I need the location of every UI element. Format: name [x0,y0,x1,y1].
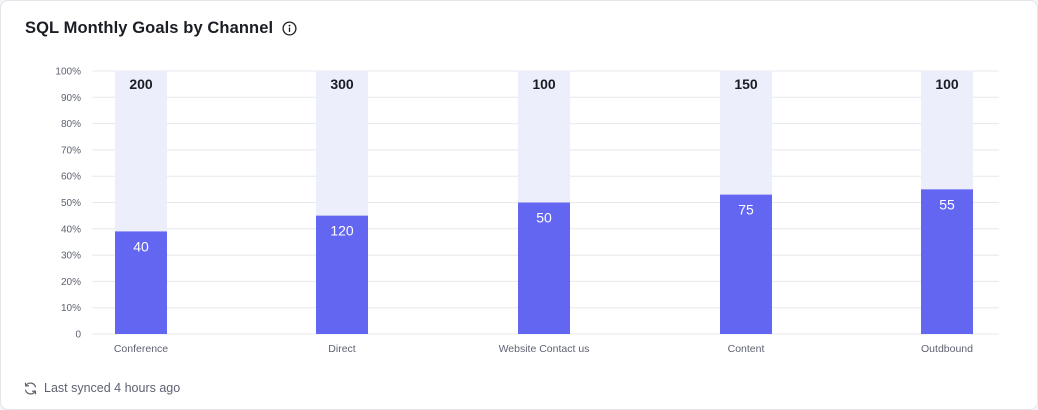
y-tick-label: 0 [75,330,81,341]
actual-data-label: 55 [939,196,955,212]
last-synced-text: Last synced 4 hours ago [44,381,181,395]
x-category-label: Direct [328,343,356,355]
actual-data-label: 75 [738,202,754,218]
y-tick-label: 20% [61,277,81,288]
y-tick-label: 10% [61,303,81,314]
actual-data-label: 50 [536,210,552,226]
actual-bar [518,202,570,334]
refresh-icon[interactable] [23,381,38,396]
x-category-label: Conference [114,343,168,355]
goal-data-label: 100 [532,76,556,92]
y-tick-label: 60% [61,172,81,183]
footer: Last synced 4 hours ago [23,379,180,397]
actual-bar [115,231,167,334]
y-tick-label: 30% [61,251,81,262]
goal-data-label: 300 [330,76,354,92]
goal-data-label: 150 [734,76,758,92]
y-tick-label: 40% [61,224,81,235]
y-tick-label: 50% [61,198,81,209]
actual-bar [316,215,368,334]
y-tick-label: 80% [61,119,81,130]
goal-data-label: 100 [935,76,959,92]
info-icon[interactable] [282,20,297,36]
bar-chart: 0 10% 20% 30% 40% 50% 60% 70% 80% 90% 100% 200 40 Con… [55,67,999,355]
actual-bar [921,189,973,334]
goal-data-label: 200 [129,76,153,92]
chart-title: SQL Monthly Goals by Channel [25,18,274,37]
actual-data-label: 40 [133,238,149,254]
y-tick-label: 90% [61,93,81,104]
y-tick-label: 100% [55,67,81,78]
actual-bar [720,194,772,334]
y-tick-label: 70% [61,145,81,156]
x-category-label: Outdbound [921,343,973,355]
header: SQL Monthly Goals by Channel [25,17,297,39]
x-category-label: Website Contact us [499,343,590,355]
actual-data-label: 120 [330,223,354,239]
x-category-label: Content [728,343,765,355]
